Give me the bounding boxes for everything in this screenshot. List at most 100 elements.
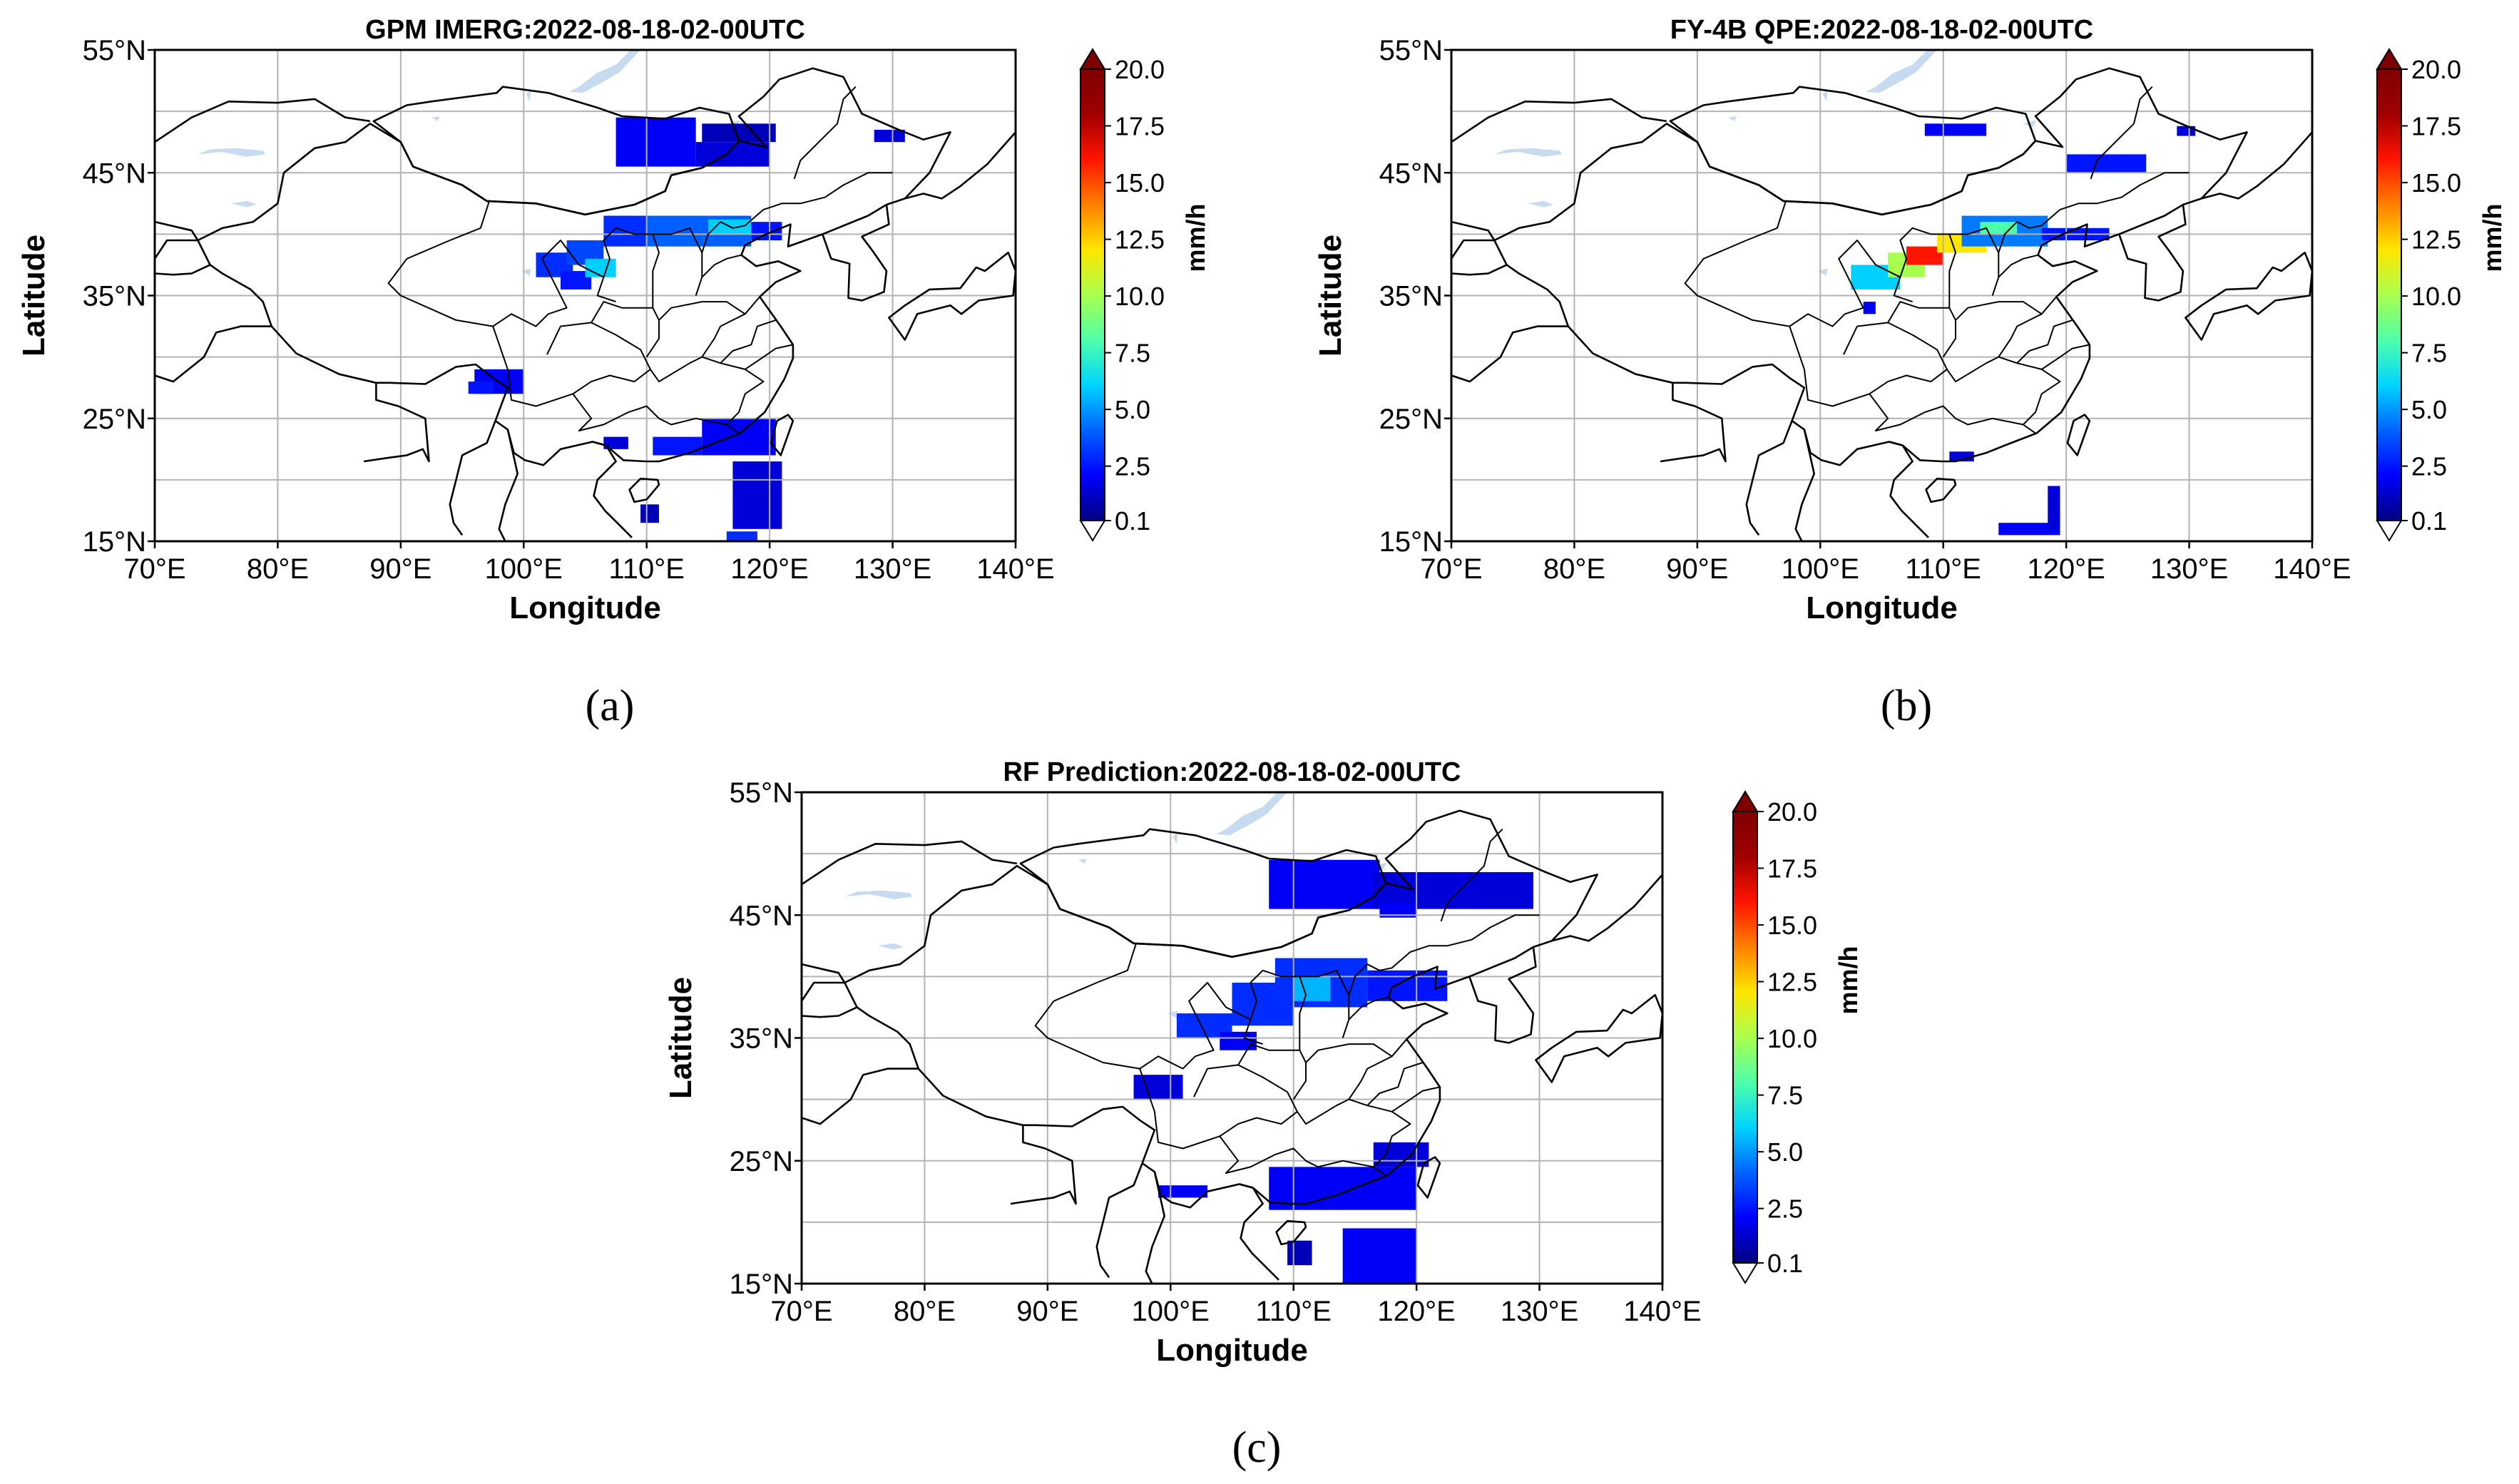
y-tick-label: 55°N [83,35,146,66]
precip-cell [1998,523,2060,536]
border-line-myanmar_w [449,420,496,536]
border-line-central [155,220,211,276]
chart-panel-3: RF Prediction:2022-08-18-02-00UTC 70°E 80°… [663,757,1863,1472]
colorbar-tick-label: 17.5 [2411,112,2461,141]
lake-shape [1822,89,1828,102]
border-line-indochina [1239,1183,1279,1281]
x-tick-label: 70°E [123,553,185,585]
lake-shape [1866,50,1938,93]
precip-cell [653,436,702,456]
province-line [1440,828,1503,922]
province-line [2090,86,2153,180]
province-line [1297,1098,1411,1168]
x-tick-label: 90°E [369,553,431,585]
province-line [2041,344,2090,370]
province-line [1899,227,1950,278]
border-line-mongolia [1669,86,2037,216]
border-line-russia_coast [904,131,1016,200]
border-line-korea [2118,204,2187,302]
province-line [745,344,794,370]
province-line [1843,322,1948,395]
precip-cell [603,436,628,449]
province-line [1366,1062,1424,1106]
x-tick-label: 110°E [1255,1296,1331,1327]
colorbar-tick-label: 12.5 [2411,225,2461,255]
lake-shape [230,200,257,208]
x-tick-label: 140°E [1623,1296,1701,1327]
colorbar-label: mm/h [1834,946,1863,1014]
y-axis-label: Latitude [1313,235,1348,357]
y-tick-label: 45°N [1379,158,1443,189]
y-tick-label: 25°N [730,1146,793,1177]
precip-cell [702,418,776,456]
colorbar-tick-label: 2.5 [2411,452,2447,481]
border-line-india_nw [1451,325,1568,383]
colorbar-tick-label: 20.0 [1115,55,1165,84]
y-tick-label: 25°N [83,404,146,435]
lake-shape [198,148,266,157]
colorbar-tick-label: 2.5 [1767,1194,1803,1224]
colorbar: 0.1 2.5 5.0 7.5 10.0 12.5 15.0 17.5 20.0 mm/h [1732,790,1863,1284]
province-line [1946,356,2061,426]
x-tick-label: 140°E [2273,553,2351,585]
province-line [1789,326,2036,434]
colorbar-tick-label: 0.1 [1115,506,1150,536]
province-line [546,322,651,395]
province-line [1305,1038,1408,1063]
border-line-hainan [1275,1219,1307,1246]
border-line-india_ne [363,382,430,463]
border-line-kazakh_n [1451,98,1667,143]
x-tick-label: 100°E [1782,553,1859,585]
colorbar-extend-max [1732,790,1759,812]
y-axis-label: Latitude [16,235,51,357]
precip-cell [726,531,757,541]
precip-cell [1342,1228,1417,1284]
precip-cell [640,504,659,523]
x-tick-label: 90°E [1016,1296,1078,1327]
chart-title: FY-4B QPE:2022-08-18-02-00UTC [1670,15,2093,45]
panel-label: (b) [1881,682,1932,730]
border-line-india_ne [1010,1125,1077,1205]
colorbar-extend-min [2376,520,2403,542]
province-line [1684,200,1913,327]
lake-shape [1078,859,1087,864]
province-line [603,227,653,278]
x-tick-label: 110°E [1905,553,1981,585]
y-tick-label: 45°N [730,900,793,931]
colorbar-tick-label: 10.0 [1767,1024,1817,1053]
y-tick-label: 15°N [1379,526,1443,558]
y-tick-label: 55°N [730,777,793,809]
colorbar-tick-label: 7.5 [1115,339,1150,368]
province-line [720,319,777,364]
border-line-japan [1535,993,1662,1083]
lake-shape [844,890,913,899]
lake-shape [431,116,440,121]
y-tick-label: 35°N [1379,281,1443,312]
chart-title: RF Prediction:2022-08-18-02-00UTC [1003,757,1461,787]
colorbar-extend-max [1079,48,1106,70]
province-line [1348,914,1540,996]
colorbar-tick-label: 20.0 [1767,797,1817,827]
colorbar-tick-label: 17.5 [1115,112,1165,141]
border-line-central [1451,220,1508,276]
border-line-kazakh_n [155,98,370,143]
colorbar-tick-label: 17.5 [1767,854,1817,884]
colorbar-gradient [2376,68,2402,521]
x-tick-label: 140°E [976,553,1054,585]
colorbar-tick-label: 5.0 [1115,395,1150,424]
y-tick-label: 15°N [83,526,146,558]
chart-panel-2: FY-4B QPE:2022-08-18-02-00UTC 70°E 80°E 90°… [1313,15,2507,730]
x-tick-label: 130°E [2150,553,2228,585]
colorbar-tick-label: 5.0 [1767,1137,1803,1167]
colorbar-tick-label: 0.1 [1767,1249,1803,1278]
province-line [387,200,616,327]
border-line-india_ne [1660,382,1727,463]
province-line [2016,319,2073,364]
lake-shape [569,50,641,93]
x-tick-label: 100°E [1132,1296,1210,1327]
precip-cell [1220,1031,1257,1050]
border-line-russia_coast [2201,131,2312,200]
x-axis-label: Longitude [1806,590,1958,625]
x-tick-label: 120°E [2027,553,2105,585]
